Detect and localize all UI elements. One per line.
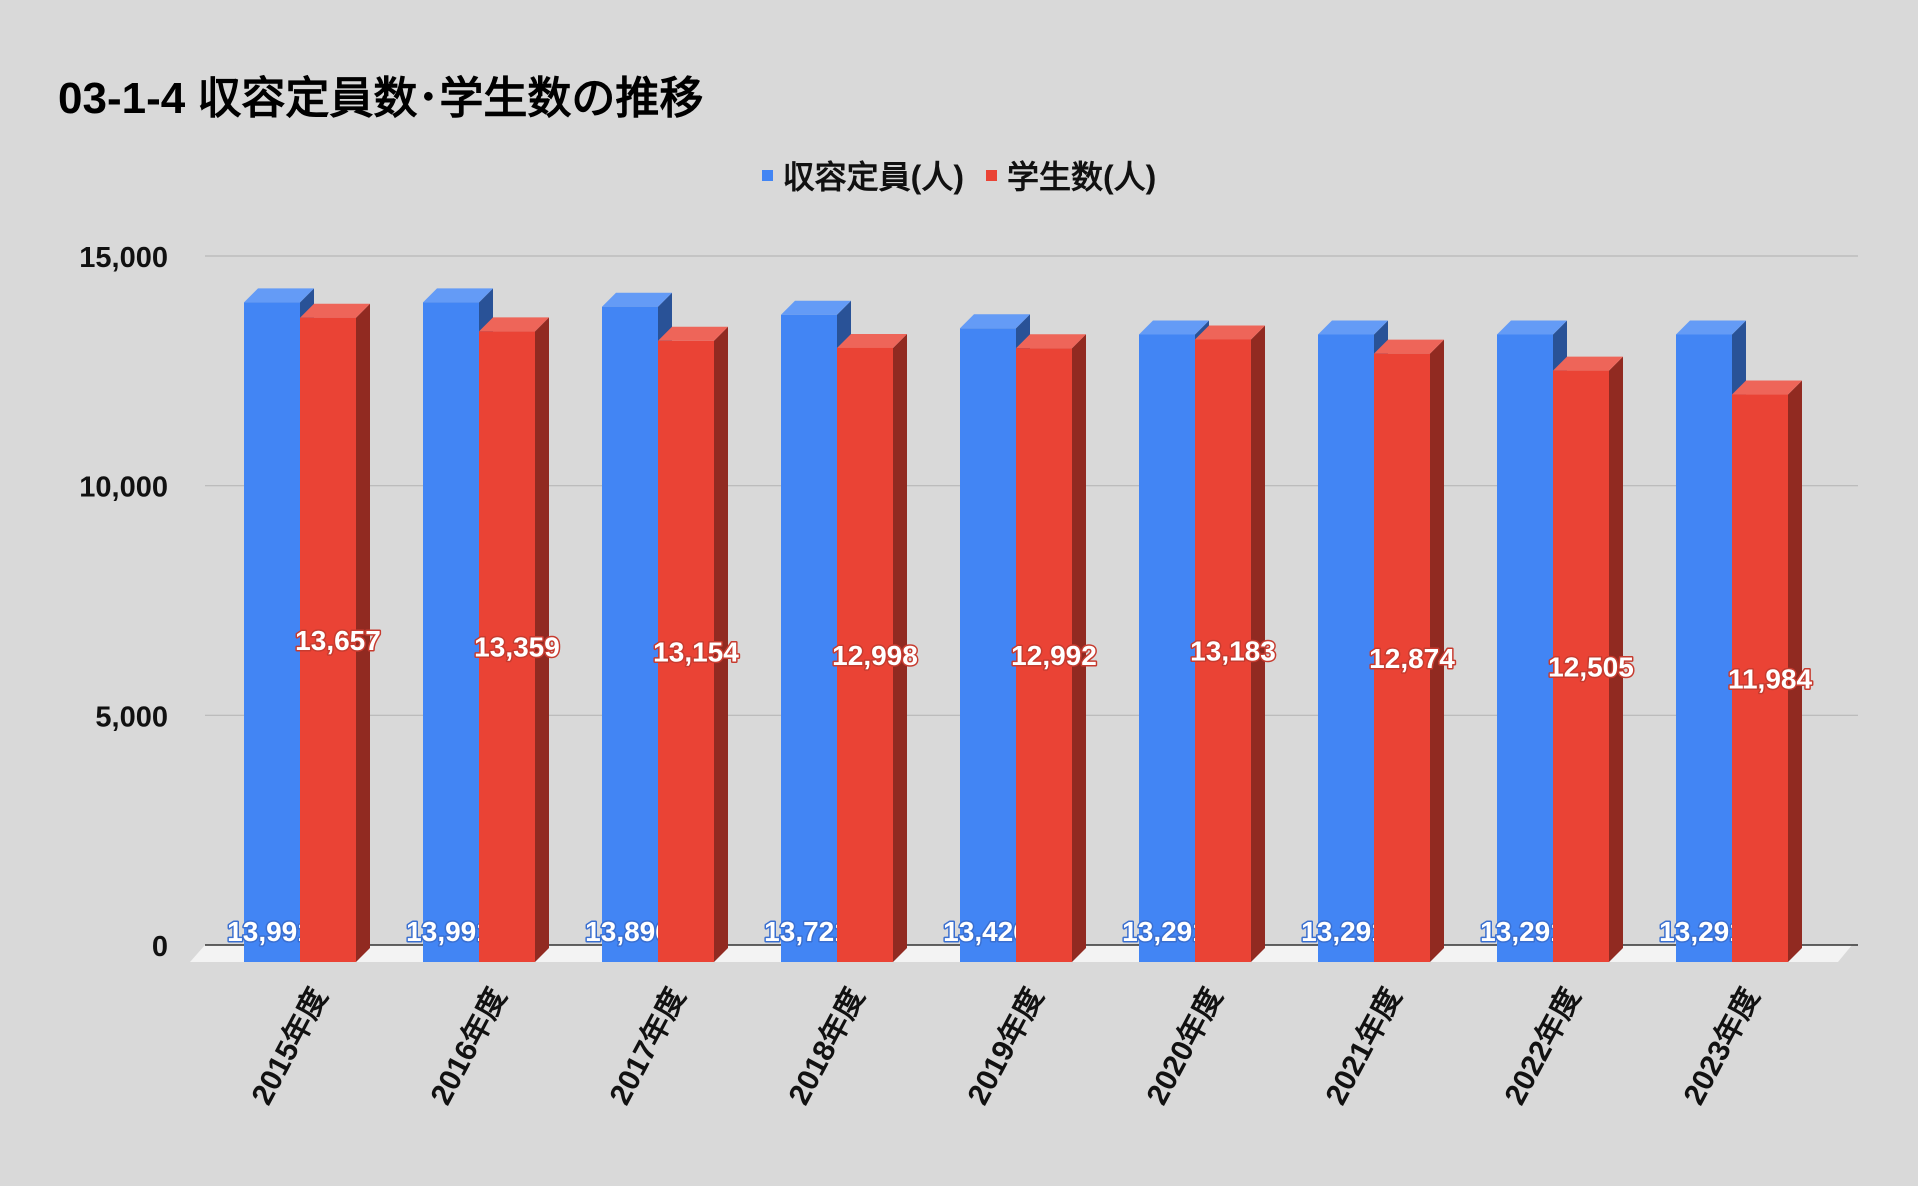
bar-capacity	[1497, 334, 1553, 962]
bar-capacity	[1318, 334, 1374, 962]
y-tick-label: 5,000	[95, 701, 168, 733]
bar-top-capacity	[602, 292, 672, 307]
bar-students	[658, 340, 714, 962]
x-tick-label: 2016年度	[425, 983, 514, 1110]
bar-side-students	[714, 326, 728, 962]
bar-capacity	[423, 302, 479, 962]
bar-capacity	[960, 328, 1016, 962]
x-tick-label: 2018年度	[783, 983, 872, 1110]
x-tick-label: 2019年度	[962, 983, 1051, 1110]
data-label-students: 12,992	[1011, 640, 1097, 671]
legend-swatch-students	[986, 169, 997, 181]
bar-side-students	[1609, 356, 1623, 963]
data-label-students: 11,984	[1728, 663, 1813, 694]
bar-top-capacity	[781, 300, 851, 315]
x-tick-label: 2015年度	[246, 983, 335, 1110]
bar-students	[300, 317, 356, 962]
bar-top-capacity	[1497, 320, 1567, 335]
y-tick-label: 10,000	[79, 472, 168, 504]
bar-students	[837, 347, 893, 963]
bar-top-students	[658, 326, 728, 341]
bar-students	[1016, 348, 1072, 962]
data-label-capacity: 13,426	[943, 916, 1029, 947]
bar-top-students	[1195, 325, 1265, 340]
bar-students	[1553, 370, 1609, 963]
legend-label-capacity: 収容定員(人)	[782, 159, 964, 195]
data-label-students: 13,154	[653, 636, 739, 667]
bar-students	[1195, 339, 1251, 962]
data-label-capacity: 13,721	[764, 916, 850, 947]
bar-capacity	[781, 314, 837, 962]
y-tick-label: 15,000	[79, 242, 168, 274]
data-label-students: 12,505	[1548, 651, 1634, 682]
y-tick-label: 0	[152, 931, 168, 963]
bar-top-capacity	[1139, 320, 1209, 335]
bar-top-capacity	[960, 314, 1030, 329]
x-tick-label: 2020年度	[1141, 983, 1230, 1110]
data-label-capacity: 13,991	[227, 916, 313, 947]
data-label-capacity: 13,291	[1659, 916, 1745, 947]
bar-capacity	[602, 306, 658, 962]
bar-side-students	[1788, 380, 1802, 963]
bar-capacity	[1676, 334, 1732, 962]
bar-top-students	[1732, 380, 1802, 395]
legend-label-students: 学生数(人)	[1007, 159, 1157, 195]
bar-top-students	[1553, 356, 1623, 371]
bar-students	[1732, 394, 1788, 963]
legend-item-students: 学生数(人)	[986, 152, 1156, 198]
data-label-capacity: 13,291	[1122, 916, 1208, 947]
bar-top-capacity	[1318, 320, 1388, 335]
bar-top-students	[837, 333, 907, 348]
data-label-capacity: 13,291	[1301, 916, 1387, 947]
bar-students	[479, 331, 535, 962]
bar-side-students	[1251, 325, 1265, 962]
bar-top-students	[1016, 334, 1086, 349]
bar-top-capacity	[423, 288, 493, 303]
bar-capacity	[1139, 334, 1195, 962]
x-tick-label: 2017年度	[604, 983, 693, 1110]
bar-side-students	[535, 317, 549, 962]
data-label-students: 12,998	[832, 640, 918, 671]
bar-capacity	[244, 302, 300, 962]
bar-top-capacity	[1676, 320, 1746, 335]
x-tick-label: 2021年度	[1320, 983, 1409, 1110]
x-tick-label: 2022年度	[1499, 983, 1588, 1110]
legend-item-capacity: 収容定員(人)	[761, 152, 964, 198]
chart-title: 03-1-4 収容定員数･学生数の推移	[58, 74, 704, 123]
bar-side-students	[356, 303, 370, 962]
bar-side-students	[1430, 339, 1444, 962]
bar-students	[1374, 353, 1430, 962]
bar-side-students	[893, 333, 907, 963]
data-label-students: 12,874	[1369, 643, 1455, 674]
data-label-students: 13,657	[295, 625, 381, 656]
data-label-students: 13,359	[474, 632, 560, 663]
bar-top-capacity	[244, 288, 314, 303]
legend: 収容定員(人) 学生数(人)	[0, 152, 1918, 198]
bar-top-students	[479, 317, 549, 332]
bar-top-students	[1374, 339, 1444, 354]
x-tick-label: 2023年度	[1678, 983, 1767, 1110]
bar-top-students	[300, 303, 370, 318]
data-label-capacity: 13,896	[585, 916, 671, 947]
data-label-capacity: 13,291	[1480, 916, 1566, 947]
legend-swatch-capacity	[761, 169, 773, 181]
bar-side-students	[1072, 334, 1086, 962]
data-label-capacity: 13,991	[406, 916, 492, 947]
data-label-students: 13,183	[1190, 636, 1276, 667]
